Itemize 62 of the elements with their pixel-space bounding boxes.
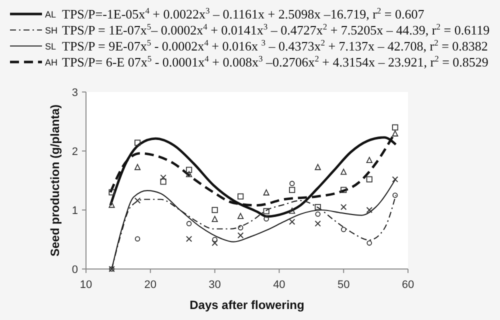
point	[160, 178, 166, 185]
x-tick-label: 50	[337, 279, 350, 291]
point	[314, 164, 321, 170]
legend-label: AH	[45, 58, 58, 68]
point	[392, 192, 398, 198]
point	[392, 130, 398, 136]
point	[134, 236, 140, 242]
x-tick-label: 30	[208, 279, 221, 291]
point	[315, 211, 320, 217]
point	[238, 225, 244, 230]
point	[212, 216, 218, 222]
point	[134, 140, 141, 146]
point	[264, 216, 269, 222]
point	[340, 168, 347, 175]
point	[186, 166, 192, 173]
point	[108, 202, 115, 208]
point	[134, 197, 141, 204]
point	[314, 204, 321, 210]
point	[263, 208, 270, 214]
x-tick-label: 60	[402, 279, 414, 291]
point	[340, 204, 347, 210]
point	[263, 189, 270, 196]
y-tick-label: 2	[72, 146, 78, 158]
y-tick-label: 3	[72, 87, 78, 99]
point	[392, 124, 398, 130]
point	[238, 193, 244, 200]
text: TPS/P = 9E-07x$^{5}$ - 0.0002x$^{4}$ + 0.016x $^{3}$ – 0.4373x$^{2}$ + 7.137x – 42.708, r$^{2}$ = 0.8382	[62, 38, 488, 54]
y-tick-label: 1	[72, 205, 78, 217]
x-tick-label: 40	[273, 279, 286, 291]
point	[340, 226, 346, 232]
text: TPS/P= 6-E 07x$^{5}$ - 0.0001x$^{4}$ + 0.008x$^{3}$ –0.2706x$^{2}$ + 4.3154x – 23.921, r$^{2}$ = 0.8529	[62, 54, 488, 70]
point	[108, 189, 115, 196]
point	[237, 232, 244, 238]
point	[314, 220, 321, 227]
legend-label: SH	[45, 26, 58, 36]
text: TPS/P = 1E-07x$^{5}$– 0.0002x$^{4}$ + 0.0141x$^{3}$ – 0.4727x$^{2}$ + 7.5205x – 44.39, r$^{2}$ = 0.6119	[62, 22, 490, 38]
y-tick-label: 0	[72, 264, 78, 276]
point	[134, 164, 141, 170]
point	[289, 208, 296, 214]
point	[186, 236, 192, 242]
point	[212, 206, 218, 214]
point	[212, 236, 218, 242]
point	[366, 176, 372, 182]
point	[366, 240, 372, 246]
point	[186, 171, 192, 178]
point	[289, 186, 296, 193]
legend-label: SL	[45, 42, 56, 52]
legend-label: AL	[45, 10, 56, 20]
y-axis-title: Seed production (g/planta)	[48, 104, 62, 256]
point	[212, 240, 218, 246]
point	[340, 186, 347, 193]
point	[238, 212, 244, 220]
point	[392, 176, 398, 182]
x-tick-label: 20	[144, 279, 157, 291]
point	[289, 180, 295, 186]
text: TPS/P=-1E-05x$^{4}$ + 0.0022x$^{3}$ – 0.1161x + 2.5098x –16.719, r$^{2}$ = 0.607	[62, 6, 425, 22]
x-axis-title: Days after flowering	[190, 298, 304, 312]
point	[186, 220, 192, 226]
point	[366, 206, 372, 214]
x-tick-label: 10	[80, 279, 92, 291]
point	[288, 218, 296, 225]
point	[366, 156, 372, 163]
